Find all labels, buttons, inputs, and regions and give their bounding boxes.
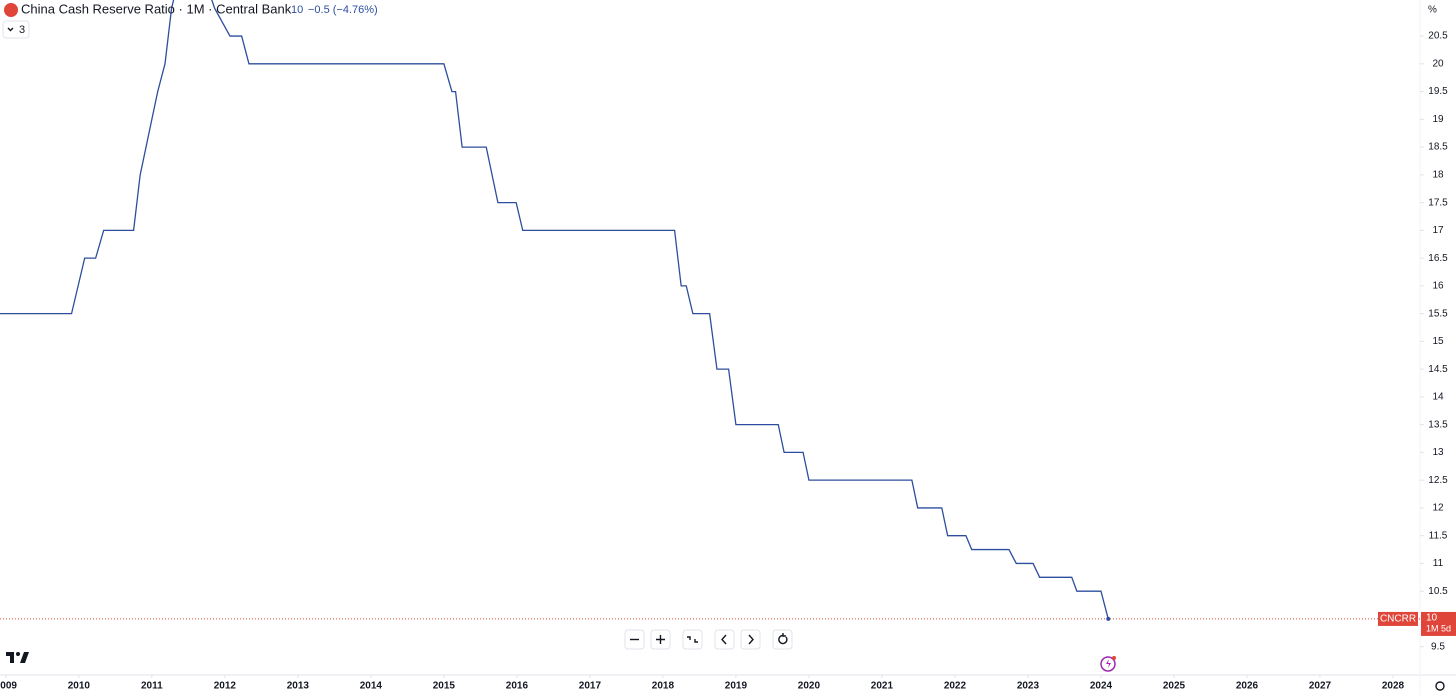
right-icon xyxy=(748,634,754,645)
indicator-toggle[interactable] xyxy=(2,20,30,39)
y-tick-label: 14 xyxy=(1432,392,1444,403)
x-tick-label: 2014 xyxy=(360,681,383,692)
plot-area xyxy=(0,0,1420,621)
logo-dot xyxy=(16,652,20,656)
y-tick-label: 12 xyxy=(1432,503,1444,514)
x-tick-label: 2016 xyxy=(506,681,529,692)
scroll-right-button[interactable] xyxy=(740,629,761,650)
y-tick-label: 15 xyxy=(1432,336,1444,347)
x-tick-label: 2027 xyxy=(1309,681,1332,692)
y-tick-label: 18 xyxy=(1432,169,1444,180)
x-tick-label: 2017 xyxy=(579,681,602,692)
logo-mark xyxy=(20,652,29,663)
settings-icon[interactable] xyxy=(1435,681,1445,691)
x-tick-label: 2023 xyxy=(1017,681,1040,692)
last-value: 10 xyxy=(291,4,303,16)
y-tick-label: 13.5 xyxy=(1428,419,1448,430)
y-unit: % xyxy=(1428,5,1437,16)
y-tick-label: 16.5 xyxy=(1428,253,1448,264)
x-tick-label: 2018 xyxy=(652,681,675,692)
zoom-controls xyxy=(624,629,793,650)
y-tick-label: 11 xyxy=(1433,558,1444,569)
y-tick-label: 20 xyxy=(1432,58,1444,69)
x-tick-label: 2011 xyxy=(141,681,163,692)
plus-icon xyxy=(656,635,665,644)
x-tick-label: 2019 xyxy=(725,681,748,692)
left-icon xyxy=(721,634,727,645)
y-tick-label: 16 xyxy=(1432,281,1444,292)
indicator-count: 3 xyxy=(19,24,25,36)
x-tick-label: 2013 xyxy=(287,681,310,692)
y-tick-label: 10.5 xyxy=(1428,586,1448,597)
y-tick-label: 20.5 xyxy=(1428,31,1448,42)
chart-title: China Cash Reserve Ratio · 1M · Central … xyxy=(21,1,292,16)
reset-button[interactable] xyxy=(772,629,793,650)
y-tick-label: 9.5 xyxy=(1431,641,1445,652)
y-tick-label: 17.5 xyxy=(1428,197,1448,208)
y-tick-label: 19.5 xyxy=(1428,86,1448,97)
y-tick-label: 14.5 xyxy=(1428,364,1448,375)
logo xyxy=(6,652,29,663)
y-tick-label: 17 xyxy=(1432,225,1444,236)
y-tick-label: 15.5 xyxy=(1428,308,1448,319)
x-tick-label: 2022 xyxy=(944,681,967,692)
x-tick-label: 2028 xyxy=(1382,681,1405,692)
flag-icon xyxy=(4,3,18,17)
chevron-icon xyxy=(7,27,14,32)
price-tag-value: 10 xyxy=(1426,613,1438,624)
reset-scale-button[interactable] xyxy=(682,629,703,650)
x-tick-label: 2020 xyxy=(798,681,821,692)
scroll-left-button[interactable] xyxy=(714,629,735,650)
x-tick-label: 2024 xyxy=(1090,681,1113,692)
y-tick-label: 18.5 xyxy=(1428,142,1448,153)
price-tag xyxy=(1421,611,1456,636)
logo-mark xyxy=(6,652,14,663)
x-tick-label: 2012 xyxy=(214,681,237,692)
x-tick-label: 2025 xyxy=(1163,681,1186,692)
change-label: −0.5 (−4.76%) xyxy=(308,4,378,16)
data-line xyxy=(0,0,1109,620)
x-tick-label: 2009 xyxy=(0,681,17,692)
y-tick-label: 19 xyxy=(1432,114,1444,125)
x-tick-label: 2015 xyxy=(433,681,456,692)
last-point xyxy=(1106,616,1111,621)
y-tick-label: 11.5 xyxy=(1429,530,1448,541)
price-tag-interval: 1M 5d xyxy=(1426,623,1451,633)
y-tick-label: 12.5 xyxy=(1428,475,1448,486)
symbol-label: CNCRR xyxy=(1380,614,1416,625)
y-tick-label: 13 xyxy=(1432,447,1444,458)
symbol-tag xyxy=(1378,611,1418,626)
x-tick-label: 2021 xyxy=(871,681,894,692)
x-tick-label: 2010 xyxy=(68,681,91,692)
bolt-icon xyxy=(1106,659,1111,668)
event-badge xyxy=(1112,656,1116,660)
reset-icon xyxy=(778,633,788,645)
reset-scale-icon xyxy=(687,636,698,643)
x-tick-label: 2026 xyxy=(1236,681,1259,692)
